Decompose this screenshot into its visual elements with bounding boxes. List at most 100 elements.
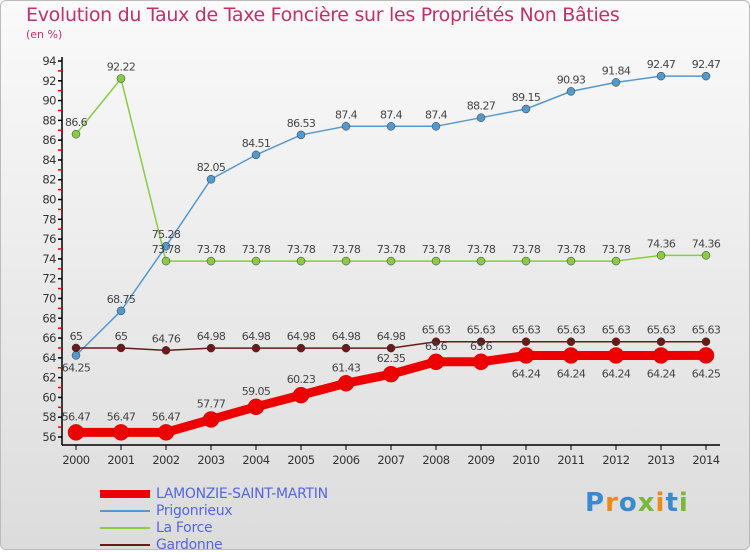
data-label: 75.28 [152,228,181,241]
data-label: 64.98 [377,330,406,343]
legend-item: LAMONZIE-SAINT-MARTIN [100,485,328,502]
data-point [521,256,531,266]
y-tick-label: 66 [42,331,56,345]
y-tick-label: 74 [42,252,56,266]
data-point [431,122,441,131]
data-label: 65.63 [692,324,721,337]
data-point [476,337,486,346]
x-tick-label: 2010 [512,453,539,467]
legend-swatch [100,543,150,546]
data-label: 64.98 [332,330,361,343]
data-point [337,375,355,392]
data-point [521,337,531,346]
x-tick-label: 2004 [242,453,269,467]
data-point [431,256,441,266]
y-tick-label: 58 [42,410,56,424]
data-point [701,337,711,346]
logo-letter: i [678,488,689,518]
y-tick-label: 70 [42,291,56,305]
data-point [521,104,531,114]
data-label: 63.6 [425,340,448,353]
data-label: 87.4 [425,108,448,121]
x-tick-label: 2009 [467,453,494,467]
data-label: 63.6 [470,340,493,353]
legend-swatch [100,509,150,512]
data-label: 56.47 [62,410,91,423]
data-point [701,251,711,260]
proxiti-logo: Proxiti [585,488,689,518]
data-label: 92.47 [647,58,676,71]
data-point [296,130,306,140]
data-label: 73.78 [332,243,361,256]
data-point [202,411,220,428]
data-label: 73.78 [602,243,631,256]
data-point [382,365,400,383]
data-label: 65.63 [467,324,496,337]
data-label: 73.78 [152,243,181,256]
data-point [251,256,261,266]
x-tick-label: 2014 [692,453,719,467]
data-point [71,129,81,139]
data-label: 65.63 [422,324,451,337]
data-label: 59.05 [242,385,271,398]
data-point [656,251,666,260]
x-tick-label: 2000 [62,453,89,467]
chart-title: Evolution du Taux de Taxe Foncière sur l… [26,4,620,26]
data-label: 65 [70,330,83,343]
x-tick-label: 2001 [107,453,134,467]
data-label: 64.25 [62,361,91,374]
data-point [652,347,670,364]
data-label: 57.77 [197,397,226,410]
data-point [296,256,306,266]
x-tick-label: 2006 [332,453,359,467]
legend-label: LAMONZIE-SAINT-MARTIN [156,485,328,502]
data-label: 87.4 [335,108,358,121]
legend-label: Gardonne [156,536,223,553]
data-point [112,424,130,441]
legend-item: Prigonrieux [100,502,328,519]
data-point [67,424,85,441]
y-tick-label: 86 [42,133,56,147]
data-point [247,398,265,416]
data-point [566,87,576,96]
x-tick-label: 2013 [647,453,674,467]
logo-letter: i [655,488,666,518]
data-label: 56.47 [107,410,136,423]
data-label: 60.23 [287,373,316,386]
data-point [476,256,486,266]
data-point [116,306,126,316]
legend-swatch [100,489,150,498]
data-point [341,122,351,131]
data-label: 92.22 [107,61,136,74]
data-point [161,256,171,266]
data-label: 74.36 [647,237,676,250]
y-tick-label: 82 [42,173,56,187]
y-tick-label: 68 [42,311,56,325]
data-label: 74.36 [692,237,721,250]
y-tick-label: 78 [42,212,56,226]
data-point [607,347,625,364]
chart-subtitle: (en %) [26,28,63,41]
data-label: 56.47 [152,410,181,423]
data-point [386,256,396,266]
data-point [341,343,351,353]
y-tick-label: 76 [42,232,56,246]
data-label: 62.35 [377,352,406,365]
data-point [161,346,171,355]
x-tick-label: 2012 [602,453,629,467]
y-tick-label: 90 [42,94,56,108]
y-tick-label: 80 [42,193,56,207]
data-label: 73.78 [242,243,271,256]
data-point [386,343,396,353]
data-label: 91.84 [602,64,631,77]
data-label: 65.63 [557,324,586,337]
data-point [296,343,306,353]
data-point [566,337,576,346]
data-point [157,424,175,441]
data-point [292,386,310,404]
y-tick-label: 60 [42,390,56,404]
logo-letter: P [585,488,606,518]
data-label: 73.78 [557,243,586,256]
